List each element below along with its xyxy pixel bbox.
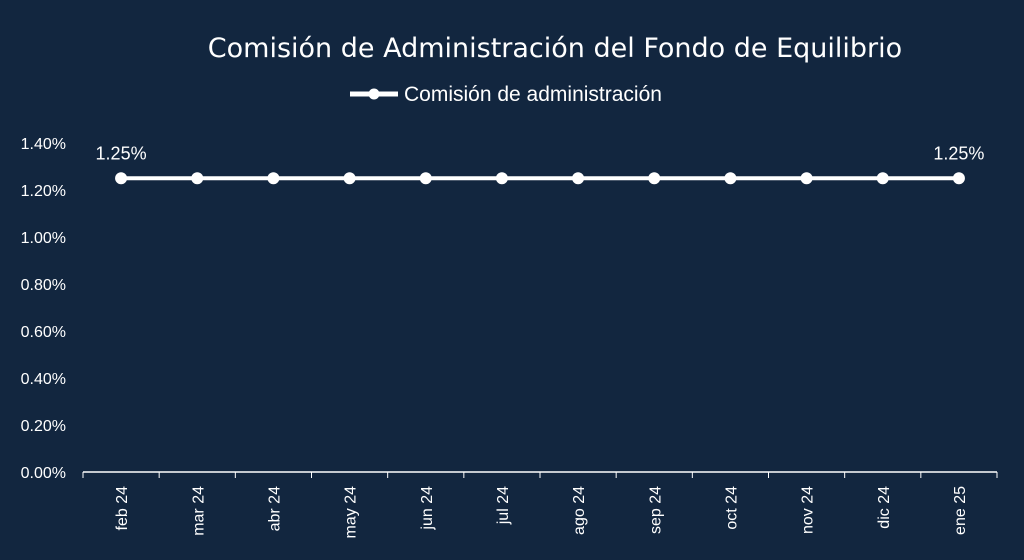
- x-tick-label: nov 24: [800, 486, 817, 534]
- data-point: [648, 172, 661, 185]
- data-point: [115, 172, 128, 185]
- x-tick-label: may 24: [343, 486, 360, 539]
- y-tick-label: 1.40%: [21, 136, 66, 153]
- x-tick-label: ago 24: [571, 486, 588, 535]
- y-tick-label: 0.80%: [21, 277, 66, 294]
- y-tick-label: 0.00%: [21, 465, 66, 482]
- data-point: [419, 172, 432, 185]
- chart-title: Comisión de Administración del Fondo de …: [208, 33, 902, 64]
- y-tick-label: 0.20%: [21, 418, 66, 435]
- y-tick-label: 1.00%: [21, 230, 66, 247]
- data-point: [495, 172, 508, 185]
- x-axis: feb 24 mar 24 abr 24 may 24 jun 24 jul 24 ago …: [82, 471, 998, 539]
- y-tick-label: 0.60%: [21, 324, 66, 341]
- y-axis: 0.00% 0.20% 0.40% 0.60% 0.80% 1.00% 1.20% 1.40%: [21, 136, 66, 482]
- y-tick-label: 1.20%: [21, 183, 66, 200]
- data-label: 1.25%: [96, 143, 147, 163]
- data-point: [343, 172, 356, 185]
- legend-label: Comisión de administración: [404, 83, 662, 106]
- x-tick-label: oct 24: [723, 486, 740, 530]
- x-tick-label: jul 24: [495, 486, 512, 525]
- legend: Comisión de administración: [350, 83, 662, 106]
- data-point: [952, 172, 965, 185]
- x-tick-label: feb 24: [114, 486, 131, 531]
- x-tick-label: abr 24: [266, 486, 283, 531]
- x-tick-label: sep 24: [647, 486, 664, 534]
- x-tick-label: mar 24: [190, 486, 207, 536]
- x-tick-label: jun 24: [419, 486, 436, 531]
- x-tick-label: dic 24: [876, 486, 893, 529]
- plot-area: 1.25% 1.25%: [96, 143, 984, 185]
- data-point: [724, 172, 737, 185]
- data-point: [267, 172, 280, 185]
- data-point: [191, 172, 204, 185]
- y-tick-label: 0.40%: [21, 371, 66, 388]
- data-label: 1.25%: [933, 143, 984, 163]
- data-point: [800, 172, 813, 185]
- data-point: [572, 172, 585, 185]
- legend-marker-swatch: [368, 88, 380, 100]
- x-tick-label: ene 25: [952, 486, 969, 535]
- data-point: [876, 172, 889, 185]
